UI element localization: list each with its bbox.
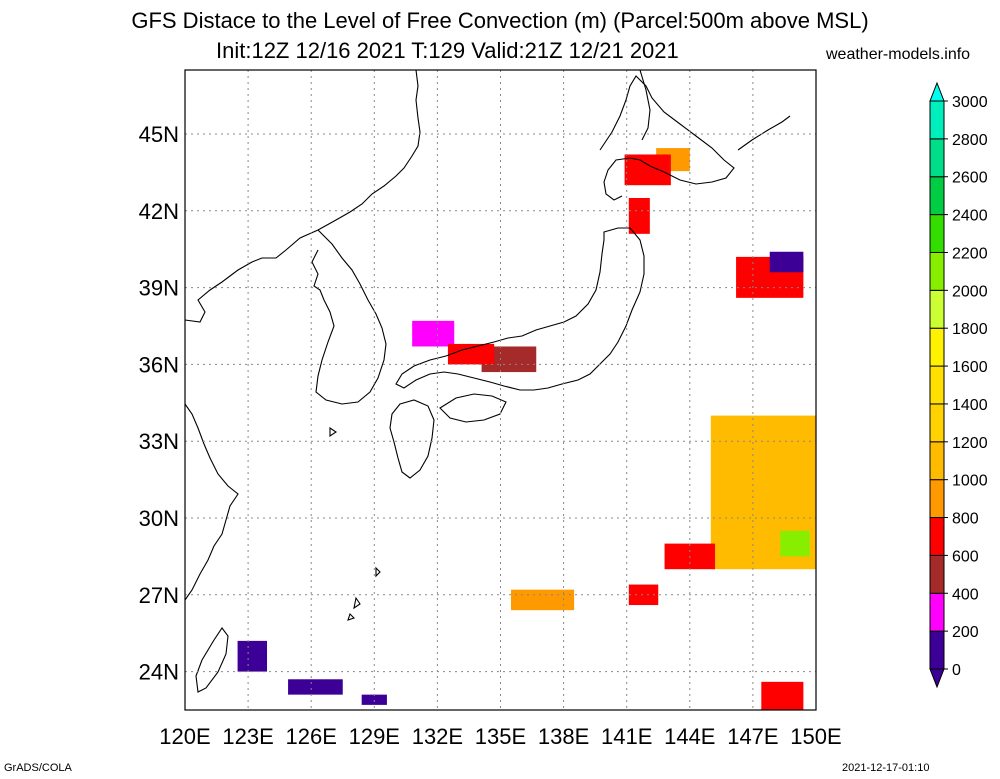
plot-frame	[184, 69, 817, 711]
colorbar-label: 1000	[952, 473, 988, 490]
lfc-cell	[237, 640, 268, 672]
lon-tick-label: 135E	[475, 724, 526, 749]
colorbar-swatch	[929, 214, 945, 253]
lat-tick-label: 36N	[139, 352, 179, 377]
lat-tick-label: 39N	[139, 276, 179, 301]
lat-tick-label: 42N	[139, 199, 179, 224]
lat-tick-label: 27N	[139, 583, 179, 608]
colorbar-swatch	[929, 176, 945, 216]
lfc-cell	[288, 679, 343, 695]
lon-tick-label: 150E	[790, 724, 841, 749]
colorbar-swatch	[929, 479, 945, 519]
colorbar-label: 2000	[952, 283, 988, 300]
lon-tick-label: 141E	[601, 724, 652, 749]
colorbar-max-arrow	[929, 81, 945, 102]
lfc-cell	[628, 584, 659, 606]
lon-tick-label: 123E	[222, 724, 273, 749]
lon-tick-label: 144E	[664, 724, 715, 749]
colorbar-label: 400	[952, 586, 979, 603]
colorbar-label: 2600	[952, 170, 988, 187]
lfc-cell	[447, 343, 495, 365]
lfc-field-layer	[237, 148, 816, 710]
lat-tick-label: 30N	[139, 506, 179, 531]
colorbar-swatch	[929, 289, 945, 329]
lon-tick-label: 138E	[538, 724, 589, 749]
colorbar: 0 200 400 600 800 1000 1200 1400 1600 1800 2000 220…	[929, 81, 988, 689]
colorbar-swatch	[929, 554, 945, 594]
chart-title: GFS Distace to the Level of Free Convect…	[131, 8, 869, 33]
footer-timestamp: 2021-12-17-01:10	[842, 762, 930, 774]
lat-tick-labels: 45N 42N 39N 36N 33N 30N 27N 24N	[139, 122, 179, 685]
lon-tick-label: 132E	[412, 724, 463, 749]
site-label[interactable]: weather-models.info	[826, 46, 971, 63]
colorbar-label: 600	[952, 548, 979, 565]
lat-lon-grid	[185, 70, 816, 710]
lat-tick-label: 24N	[139, 660, 179, 685]
colorbar-swatch	[929, 100, 945, 140]
colorbar-min-arrow	[929, 668, 945, 689]
colorbar-label: 200	[952, 624, 979, 641]
colorbar-swatch	[929, 251, 945, 291]
colorbar-swatch	[929, 630, 945, 670]
colorbar-swatch	[929, 138, 945, 178]
lon-tick-label: 126E	[286, 724, 337, 749]
lfc-cell	[769, 251, 804, 273]
colorbar-swatch	[929, 403, 945, 443]
colorbar-label: 1800	[952, 321, 988, 338]
colorbar-label: 2400	[952, 208, 988, 225]
lon-tick-label: 129E	[349, 724, 400, 749]
lat-tick-label: 33N	[139, 429, 179, 454]
colorbar-label: 2200	[952, 245, 988, 262]
colorbar-swatch	[929, 441, 945, 481]
lfc-cell	[412, 320, 455, 347]
lon-tick-labels: 120E 123E 126E 129E 132E 135E 138E 141E 144E 147E…	[159, 724, 841, 749]
colorbar-label: 1400	[952, 397, 988, 414]
colorbar-label: 1600	[952, 359, 988, 376]
lfc-cell	[628, 198, 650, 234]
colorbar-label: 0	[952, 662, 961, 679]
lfc-cell	[761, 681, 804, 710]
colorbar-swatch	[929, 592, 945, 632]
colorbar-swatch	[929, 517, 945, 556]
colorbar-label: 1200	[952, 435, 988, 452]
lon-tick-label: 120E	[159, 724, 210, 749]
colorbar-label: 800	[952, 511, 979, 528]
colorbar-label: 2800	[952, 132, 988, 149]
footer-grads: GrADS/COLA	[4, 762, 72, 774]
lfc-cell	[361, 694, 387, 705]
lfc-cell	[710, 415, 816, 570]
lfc-cell	[624, 154, 671, 186]
lon-tick-label: 147E	[727, 724, 778, 749]
coastlines	[185, 70, 791, 693]
lat-tick-label: 45N	[139, 122, 179, 147]
lfc-cell	[780, 530, 810, 557]
colorbar-swatch	[929, 327, 945, 367]
chart-subtitle: Init:12Z 12/16 2021 T:129 Valid:21Z 12/2…	[216, 38, 679, 63]
colorbar-label: 3000	[952, 94, 988, 111]
colorbar-swatch	[929, 365, 945, 405]
lfc-cell	[511, 589, 575, 611]
